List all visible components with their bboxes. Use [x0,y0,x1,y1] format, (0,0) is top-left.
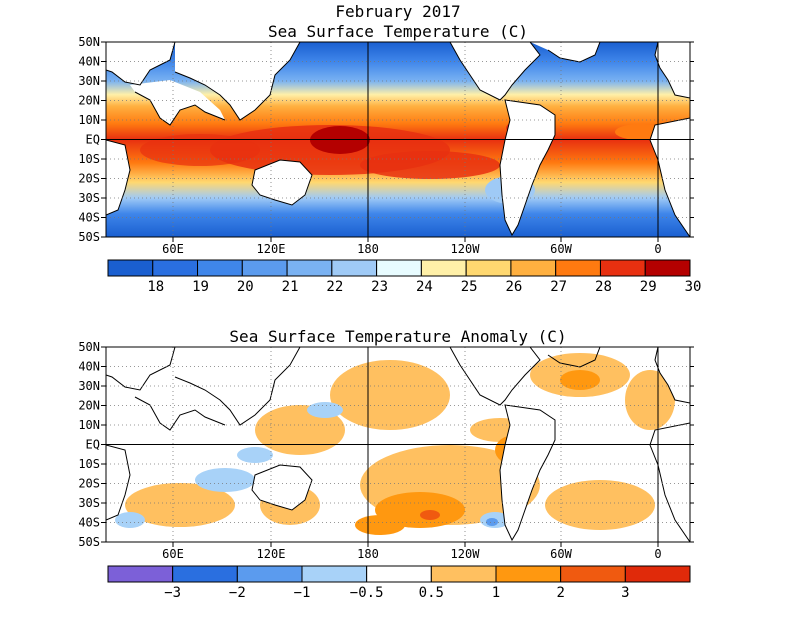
colorbar-swatch [510,259,557,277]
lat-tick-label: EQ [86,133,100,147]
lon-tick-label: 60W [550,547,572,561]
colorbar-label: 23 [371,279,388,295]
lon-tick-label: 60E [162,242,184,256]
lat-tick-label: 40S [78,516,100,530]
lat-tick-label: 20S [78,477,100,491]
colorbar-label: 28 [595,279,612,295]
lat-tick-label: 50S [78,230,100,244]
lon-tick-label: 180 [357,547,379,561]
colorbar-swatch [366,565,432,583]
colorbar-label: −2 [229,585,246,601]
lat-tick-label: EQ [86,438,100,452]
colorbar-swatch [197,259,243,277]
lat-tick-label: 40S [78,211,100,225]
colorbar-swatch [107,259,154,277]
lat-tick-label: 50N [78,35,100,49]
colorbar-label: −0.5 [350,585,384,601]
sst-axis-ticks [101,41,694,242]
lon-tick-label: 120W [451,242,481,256]
lon-tick-label: 180 [357,242,379,256]
lat-tick-label: 40N [78,360,100,374]
colorbar-swatch [286,259,333,277]
colorbar-swatch [624,565,691,583]
lat-tick-label: 20S [78,172,100,186]
lat-tick-label: 20N [78,94,100,108]
colorbar-swatch [465,259,512,277]
colorbar-label: 30 [685,279,702,295]
colorbar-swatch [495,565,562,583]
lon-tick-label: 0 [654,547,661,561]
lon-tick-label: 120E [257,547,286,561]
lat-tick-label: 40N [78,55,100,69]
lat-tick-label: 50N [78,340,100,354]
lat-tick-label: 50S [78,535,100,549]
lat-tick-label: 30S [78,191,100,205]
main-title: February 2017 [335,2,460,21]
colorbar-label: 18 [147,279,164,295]
colorbar-label: 2 [556,585,564,601]
lat-tick-label: 30N [78,379,100,393]
anomaly-colorbar: −3 −2 −1 −0.5 0.5 1 2 3 [107,565,691,601]
colorbar-label: 20 [237,279,254,295]
colorbar-label: 19 [192,279,209,295]
colorbar-swatch [560,565,626,583]
colorbar-label: −3 [164,585,181,601]
colorbar-swatch [241,259,288,277]
lat-tick-label: 10N [78,113,100,127]
colorbar-label: 27 [550,279,567,295]
colorbar-swatch [172,565,238,583]
colorbar-label: 25 [461,279,478,295]
lat-tick-label: 20N [78,399,100,413]
colorbar-label: 29 [640,279,657,295]
anomaly-gridlines [106,347,690,542]
colorbar-label: 21 [282,279,299,295]
colorbar-swatch [420,259,467,277]
anomaly-panel-title: Sea Surface Temperature Anomaly (C) [229,327,566,346]
lat-tick-label: 10S [78,152,100,166]
lat-tick-label: 30N [78,74,100,88]
lon-tick-label: 0 [654,242,661,256]
anomaly-axis-labels: 50N 40N 30N 20N 10N EQ 10S 20S 30S 40S 50S 60E 120E 1… [78,340,661,561]
colorbar-label: 1 [492,585,500,601]
anomaly-axis-ticks [101,346,694,547]
colorbar-swatch [555,259,601,277]
sst-gridlines [106,42,690,237]
lat-tick-label: 10N [78,418,100,432]
sst-colorbar: 18 19 20 21 22 23 24 25 26 27 28 29 30 [107,259,702,295]
colorbar-swatch [644,259,691,277]
colorbar-swatch [376,259,422,277]
colorbar-label: 3 [621,585,629,601]
lon-tick-label: 120W [451,547,481,561]
colorbar-swatch [301,565,368,583]
colorbar-label: 22 [326,279,343,295]
lon-tick-label: 60E [162,547,184,561]
colorbar-swatch [236,565,303,583]
sst-panel-title: Sea Surface Temperature (C) [268,22,528,41]
lat-tick-label: 10S [78,457,100,471]
lon-tick-label: 120E [257,242,286,256]
colorbar-label: −1 [294,585,311,601]
lon-tick-label: 60W [550,242,572,256]
colorbar-swatch [430,565,497,583]
lat-tick-label: 30S [78,496,100,510]
colorbar-swatch [152,259,199,277]
colorbar-swatch [331,259,378,277]
colorbar-swatch [107,565,174,583]
colorbar-label: 0.5 [419,585,444,601]
sst-axis-labels: 50N 40N 30N 20N 10N EQ 10S 20S 30S 40S 50S 60E 120E 1… [78,35,661,256]
colorbar-swatch [599,259,646,277]
colorbar-label: 24 [416,279,433,295]
colorbar-label: 26 [505,279,522,295]
